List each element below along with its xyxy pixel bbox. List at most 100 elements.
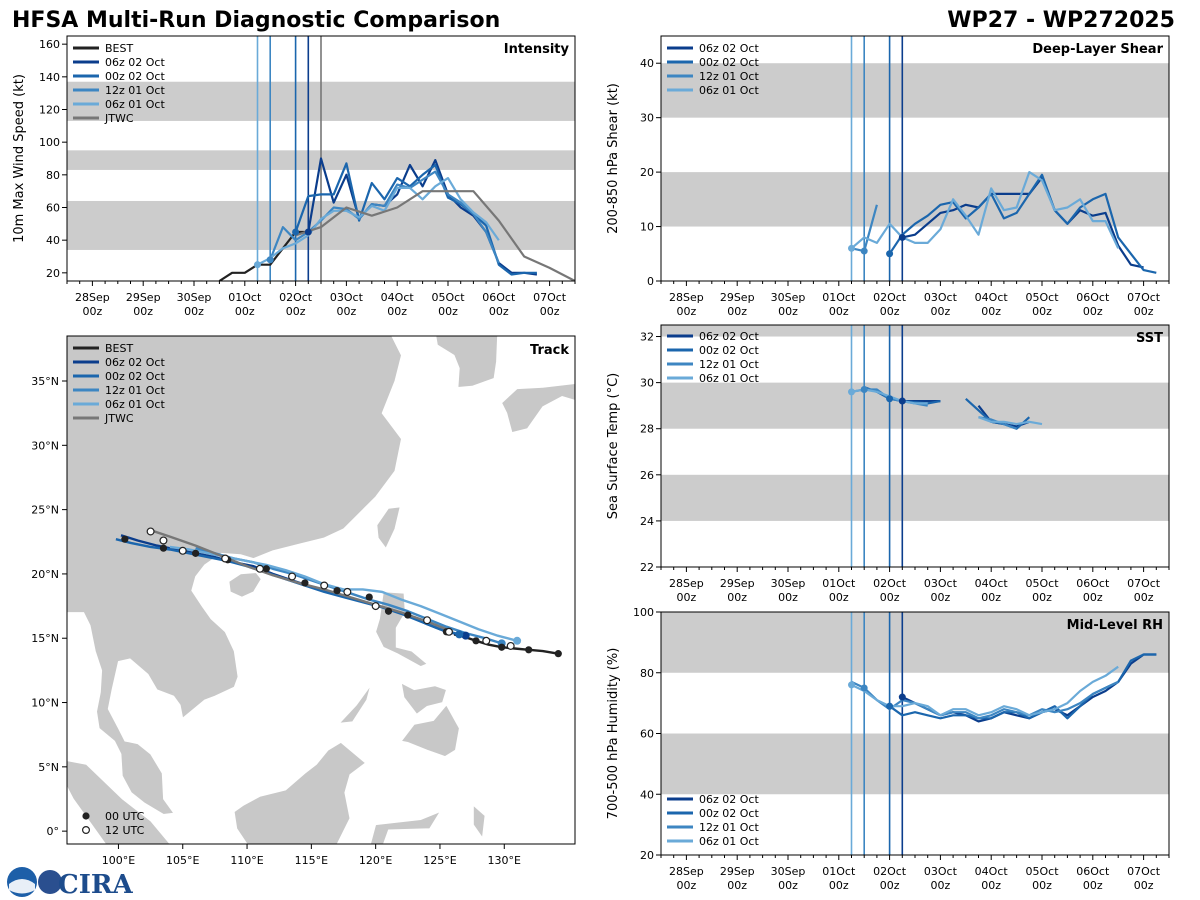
sst-ytick-label: 24	[640, 515, 654, 528]
sst-xtick-label: 07Oct	[1127, 577, 1161, 590]
rh-xtick-label: 04Oct	[975, 865, 1009, 878]
land-mindanao	[400, 704, 460, 757]
shear-xtick-sublabel: 00z	[1032, 305, 1052, 318]
shear-xtick-sublabel: 00z	[778, 305, 798, 318]
shear-series-06z-01-oct	[850, 171, 1120, 250]
sst-panel: 22242628303228Sep00z29Sep00z30Sep00z01Oc…	[606, 324, 1170, 604]
track-legend-label: JTWC	[104, 412, 134, 425]
shear-ytick-label: 0	[647, 275, 654, 288]
shear-xtick-label: 05Oct	[1025, 291, 1059, 304]
marker-12utc	[146, 527, 155, 536]
marker-12utc	[320, 581, 329, 590]
marker-12utc	[255, 564, 264, 573]
rh-xtick-label: 07Oct	[1127, 865, 1161, 878]
rh-xtick-sublabel: 00z	[727, 879, 747, 892]
rh-xtick-sublabel: 00z	[778, 879, 798, 892]
track-start-point	[513, 636, 522, 645]
intensity-xtick-sublabel: 00z	[235, 305, 255, 318]
shear-band	[661, 63, 1169, 118]
rh-series-06z-01-oct	[851, 665, 1119, 717]
intensity-series-06z-01-oct	[256, 177, 500, 266]
sst-xtick-label: 01Oct	[822, 577, 856, 590]
intensity-series-jtwc	[295, 190, 575, 281]
shear-xtick-sublabel: 00z	[981, 305, 1001, 318]
shear-legend-label: 06z 01 Oct	[699, 84, 759, 97]
marker-12utc	[371, 602, 380, 611]
sst-ytick-label: 30	[640, 377, 654, 390]
rh-ytick-label: 100	[633, 606, 654, 619]
marker-12utc	[444, 627, 453, 636]
track-ytick-label: 30°N	[31, 439, 59, 452]
rh-legend-label: 06z 01 Oct	[699, 835, 759, 848]
sst-xtick-sublabel: 00z	[931, 591, 951, 604]
shear-legend-label: 12z 01 Oct	[699, 70, 759, 83]
sst-xtick-label: 03Oct	[924, 577, 958, 590]
shear-init-point	[860, 247, 868, 255]
land-visayas	[400, 682, 447, 715]
intensity-ytick-label: 80	[46, 169, 60, 182]
intensity-xtick-sublabel: 00z	[337, 305, 357, 318]
track-xtick-label: 115°E	[295, 854, 328, 867]
intensity-legend-label: 00z 02 Oct	[105, 70, 165, 83]
rh-series-12z-01-oct	[851, 680, 1119, 720]
sst-xtick-label: 05Oct	[1025, 577, 1059, 590]
shear-xtick-sublabel: 00z	[880, 305, 900, 318]
track-xtick-label: 100°E	[102, 854, 135, 867]
rh-xtick-label: 06Oct	[1076, 865, 1110, 878]
marker-12utc	[288, 572, 297, 581]
sst-ylabel: Sea Surface Temp (°C)	[606, 373, 621, 520]
intensity-xtick-sublabel: 00z	[489, 305, 509, 318]
sst-ytick-label: 32	[640, 331, 654, 344]
track-xtick-label: 125°E	[423, 854, 456, 867]
track-frame	[66, 335, 576, 845]
intensity-ytick-label: 20	[46, 267, 60, 280]
intensity-xtick-sublabel: 00z	[83, 305, 103, 318]
cira-logo-text: CIRA	[58, 870, 133, 900]
track-legend-label: 06z 02 Oct	[105, 356, 165, 369]
sst-xtick-sublabel: 00z	[1134, 591, 1154, 604]
intensity-title: Intensity	[504, 42, 570, 57]
intensity-panel: 2040608010012014016028Sep00z29Sep00z30Se…	[12, 35, 576, 318]
shear-xtick-sublabel: 00z	[931, 305, 951, 318]
marker-12utc	[221, 554, 230, 563]
shear-ytick-label: 10	[640, 221, 654, 234]
sst-xtick-label: 06Oct	[1076, 577, 1110, 590]
shear-legend-label: 00z 02 Oct	[699, 56, 759, 69]
shear-xtick-label: 30Sep	[771, 291, 806, 304]
shear-series-00z-02-oct	[888, 173, 1157, 274]
intensity-xtick-label: 30Sep	[177, 291, 212, 304]
shear-xtick-label: 01Oct	[822, 291, 856, 304]
intensity-xtick-label: 02Oct	[279, 291, 313, 304]
marker-12utc	[159, 536, 168, 545]
track-xtick-label: 105°E	[166, 854, 199, 867]
sst-ytick-label: 22	[640, 561, 654, 574]
intensity-xtick-sublabel: 00z	[286, 305, 306, 318]
sst-init-point	[886, 395, 894, 403]
track-legend-label: BEST	[105, 342, 133, 355]
sst-init-point	[848, 388, 855, 396]
intensity-xtick-sublabel: 00z	[184, 305, 204, 318]
sst-xtick-sublabel: 00z	[1032, 591, 1052, 604]
marker-00utc	[262, 565, 270, 573]
shear-xtick-label: 06Oct	[1076, 291, 1110, 304]
track-xtick-label: 110°E	[230, 854, 263, 867]
land-halmahera	[473, 804, 486, 839]
sst-xtick-label: 04Oct	[975, 577, 1009, 590]
rh-xtick-label: 03Oct	[924, 865, 958, 878]
track-xtick-label: 130°E	[488, 854, 521, 867]
intensity-init-point	[304, 228, 312, 236]
rh-init-point	[848, 681, 855, 689]
intensity-ytick-label: 120	[39, 104, 60, 117]
shear-ytick-label: 40	[640, 57, 654, 70]
sst-xtick-label: 29Sep	[720, 577, 755, 590]
sst-title: SST	[1136, 331, 1163, 346]
shear-xtick-sublabel: 00z	[677, 305, 697, 318]
track-line-jtwc	[150, 529, 454, 633]
marker-00utc	[365, 593, 373, 601]
shear-init-point	[848, 244, 855, 252]
shear-ytick-label: 30	[640, 112, 654, 125]
rh-xtick-sublabel: 00z	[931, 879, 951, 892]
shear-xtick-label: 07Oct	[1127, 291, 1161, 304]
rh-ytick-label: 80	[640, 667, 654, 680]
shear-xtick-label: 03Oct	[924, 291, 958, 304]
